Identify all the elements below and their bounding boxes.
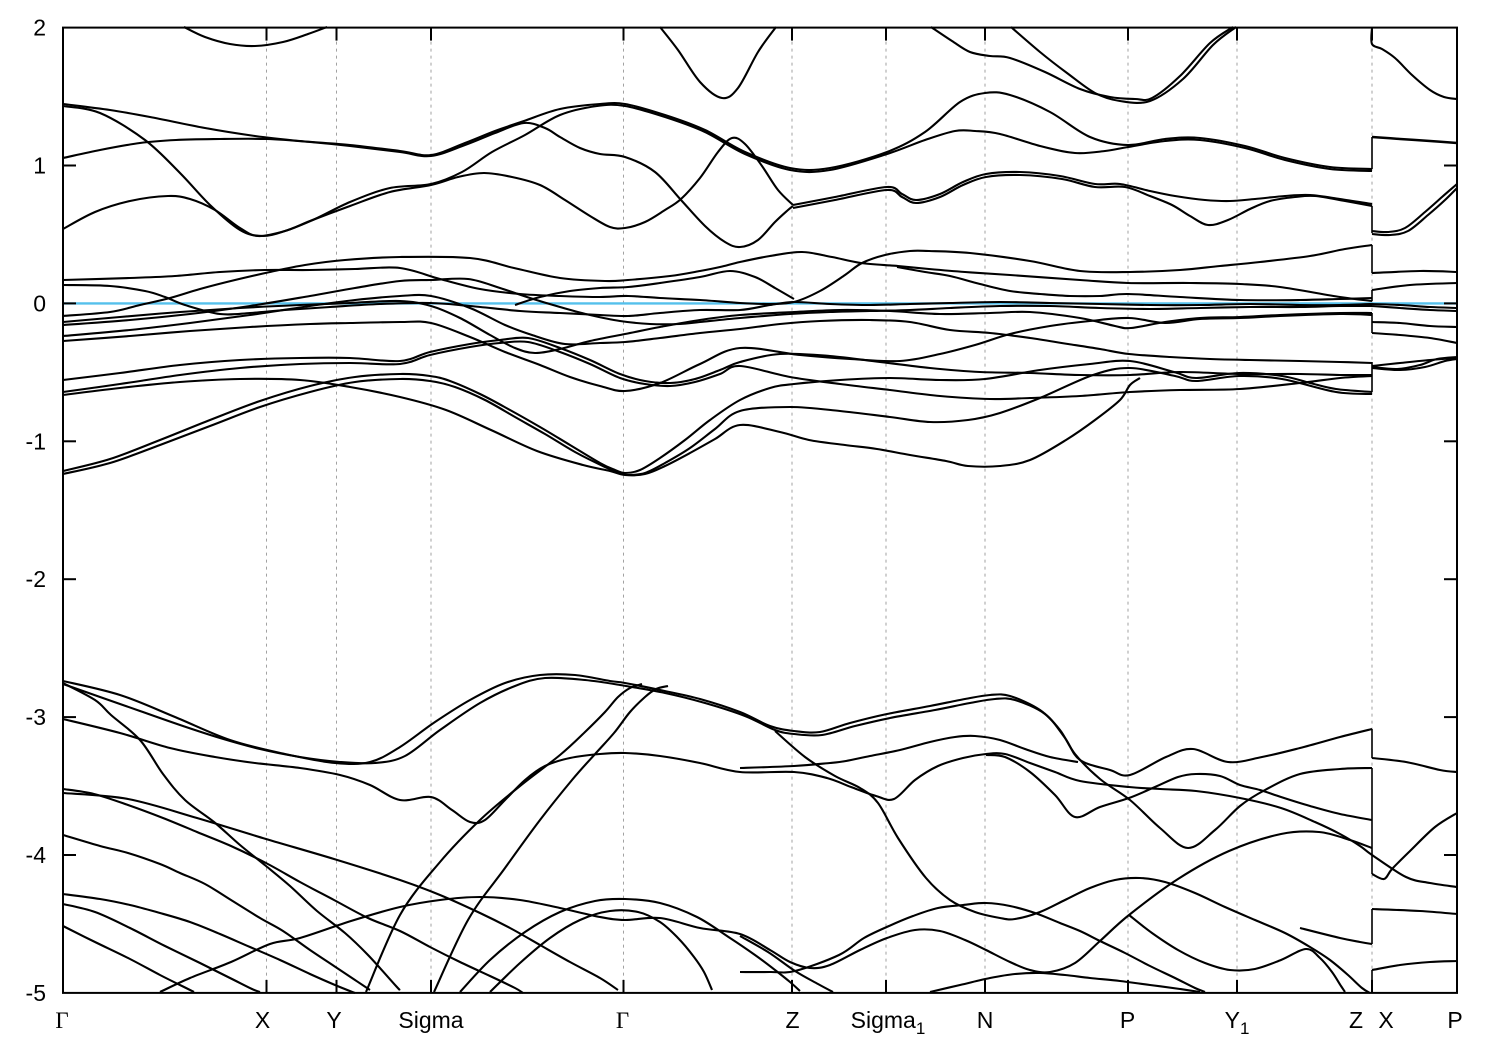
svg-text:N: N [977, 1007, 994, 1033]
svg-text:Z: Z [785, 1007, 799, 1033]
svg-text:-4: -4 [26, 842, 47, 868]
svg-text:-5: -5 [26, 980, 46, 1006]
svg-text:1: 1 [33, 153, 46, 179]
svg-text:P: P [1120, 1007, 1135, 1033]
svg-text:Γ: Γ [616, 1008, 629, 1033]
svg-text:Γ: Γ [55, 1008, 68, 1033]
svg-text:0: 0 [33, 290, 46, 316]
svg-text:2: 2 [33, 15, 46, 41]
svg-text:-2: -2 [26, 566, 46, 592]
svg-text:X: X [255, 1007, 270, 1033]
svg-text:P: P [1447, 1007, 1462, 1033]
svg-text:X: X [1378, 1007, 1393, 1033]
svg-text:Y: Y [326, 1007, 341, 1033]
svg-text:Z: Z [1349, 1007, 1363, 1033]
svg-text:-3: -3 [26, 704, 46, 730]
svg-text:Sigma: Sigma [398, 1007, 463, 1033]
svg-text:Sigma1: Sigma1 [851, 1007, 926, 1038]
svg-text:-1: -1 [26, 428, 46, 454]
